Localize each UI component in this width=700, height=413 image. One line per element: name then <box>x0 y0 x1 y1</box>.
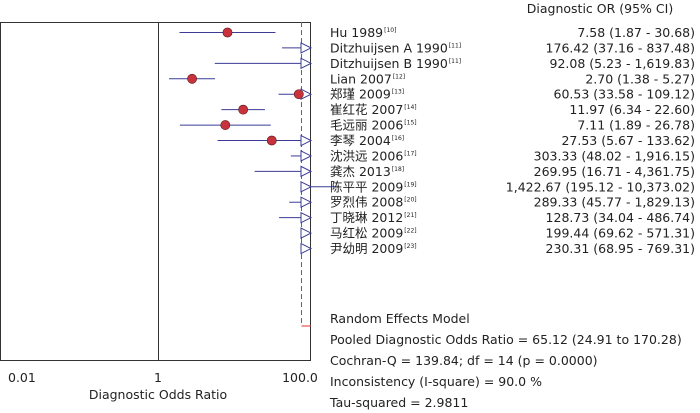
study-ci-value: 176.42 (37.16 - 837.48) <box>546 40 695 55</box>
study-row <box>179 27 276 38</box>
summary-line: Inconsistency (I-square) = 90.0 % <box>330 374 542 389</box>
study-label: 崔红花 2007[14] <box>330 102 417 117</box>
x-tick-label: 1 <box>154 370 162 385</box>
study-row <box>179 120 271 130</box>
study-row <box>289 196 313 209</box>
point-estimate <box>266 135 277 146</box>
ci-arrow <box>300 150 313 162</box>
point-estimate <box>187 73 197 84</box>
study-row <box>300 180 339 193</box>
study-ci-value: 2.70 (1.38 - 5.27) <box>585 71 695 86</box>
study-row <box>254 165 313 178</box>
study-label: 丁晓琳 2012[21] <box>330 210 417 225</box>
point-estimate <box>293 89 304 100</box>
study-label: 陈平平 2009[19] <box>330 179 417 194</box>
plot-frame <box>0 22 311 361</box>
study-row <box>169 73 216 84</box>
study-label: 郑瑾 2009[13] <box>330 87 404 102</box>
study-label: Ditzhuijsen B 1990[11] <box>330 56 461 71</box>
plot-border <box>0 22 311 361</box>
study-row <box>217 134 313 147</box>
study-ci-value: 289.33 (45.77 - 1,829.13) <box>534 195 695 210</box>
summary-line: Pooled Diagnostic Odds Ratio = 65.12 (24… <box>330 332 682 347</box>
summary-line: Cochran-Q = 139.84; df = 14 (p = 0.0000) <box>330 353 598 368</box>
study-ci-value: 27.53 (5.67 - 133.62) <box>561 133 695 148</box>
study-ci-value: 60.53 (33.58 - 109.12) <box>554 87 696 102</box>
study-ci-value: 7.11 (1.89 - 26.78) <box>577 118 695 133</box>
study-row <box>300 227 313 239</box>
ci-arrow <box>300 227 313 239</box>
study-ci-value: 303.33 (48.02 - 1,916.15) <box>534 148 695 163</box>
ci-arrow <box>300 242 313 255</box>
point-estimate <box>220 120 231 130</box>
summary-panel: Random Effects Model Pooled Diagnostic O… <box>330 308 682 413</box>
study-label: 沈洪远 2006[17] <box>330 148 417 163</box>
study-label: Lian 2007[12] <box>330 71 405 86</box>
study-ci-value: 92.08 (5.23 - 1,619.83) <box>550 56 695 71</box>
x-tick-label: 100.0 <box>282 370 318 385</box>
study-ci-value: 199.44 (69.62 - 571.31) <box>546 226 695 241</box>
study-row <box>290 150 313 162</box>
forest-plot: Diagnostic OR (95% CI) Hu 1989[10] 7.58 (1… <box>0 1 695 402</box>
ci-arrow <box>300 211 313 224</box>
study-ci-value: 7.58 (1.87 - 30.68) <box>577 25 695 40</box>
study-label: 毛远丽 2006[15] <box>330 118 417 133</box>
ci-arrow <box>300 57 313 70</box>
study-label: 龚杰 2013[18] <box>330 164 404 179</box>
study-ci-value: 230.31 (68.95 - 769.31) <box>546 241 695 256</box>
study-label: 尹幼明 2009[23] <box>330 241 417 256</box>
study-row <box>214 57 313 70</box>
study-row <box>282 42 313 54</box>
ci-column-header: Diagnostic OR (95% CI) <box>527 1 673 16</box>
ci-arrow <box>300 196 313 209</box>
x-axis-label: Diagnostic Odds Ratio <box>89 387 227 402</box>
studies-layer <box>169 27 339 255</box>
summary-line: Tau-squared = 2.9811 <box>330 395 469 410</box>
study-table: Diagnostic OR (95% CI) Hu 1989[10] 7.58 (1… <box>330 1 695 256</box>
study-label: 马红松 2009[22] <box>330 226 417 241</box>
point-estimate <box>238 104 249 115</box>
study-label: 罗烈伟 2008[20] <box>330 195 417 210</box>
study-row <box>221 104 265 115</box>
ci-arrow <box>300 165 313 178</box>
ci-arrow <box>300 134 313 147</box>
x-axis: 0.01 1 100.0 Diagnostic Odds Ratio <box>8 370 318 402</box>
summary-line: Random Effects Model <box>330 311 470 326</box>
x-tick-label: 0.01 <box>8 370 36 385</box>
point-estimate <box>222 27 233 38</box>
ci-arrow <box>300 180 313 193</box>
study-ci-value: 128.73 (34.04 - 486.74) <box>546 210 695 225</box>
study-row <box>279 211 313 224</box>
study-ci-value: 11.97 (6.34 - 22.60) <box>569 102 695 117</box>
study-ci-value: 269.95 (16.71 - 4,361.75) <box>534 164 695 179</box>
study-row <box>300 242 313 255</box>
study-ci-value: 1,422.67 (195.12 - 10,373.02) <box>506 179 695 194</box>
study-row <box>278 88 313 101</box>
study-label: 李琴 2004[16] <box>330 133 404 148</box>
study-label: Hu 1989[10] <box>330 25 396 40</box>
study-label: Ditzhuijsen A 1990[11] <box>330 40 461 55</box>
ci-arrow <box>300 42 313 54</box>
